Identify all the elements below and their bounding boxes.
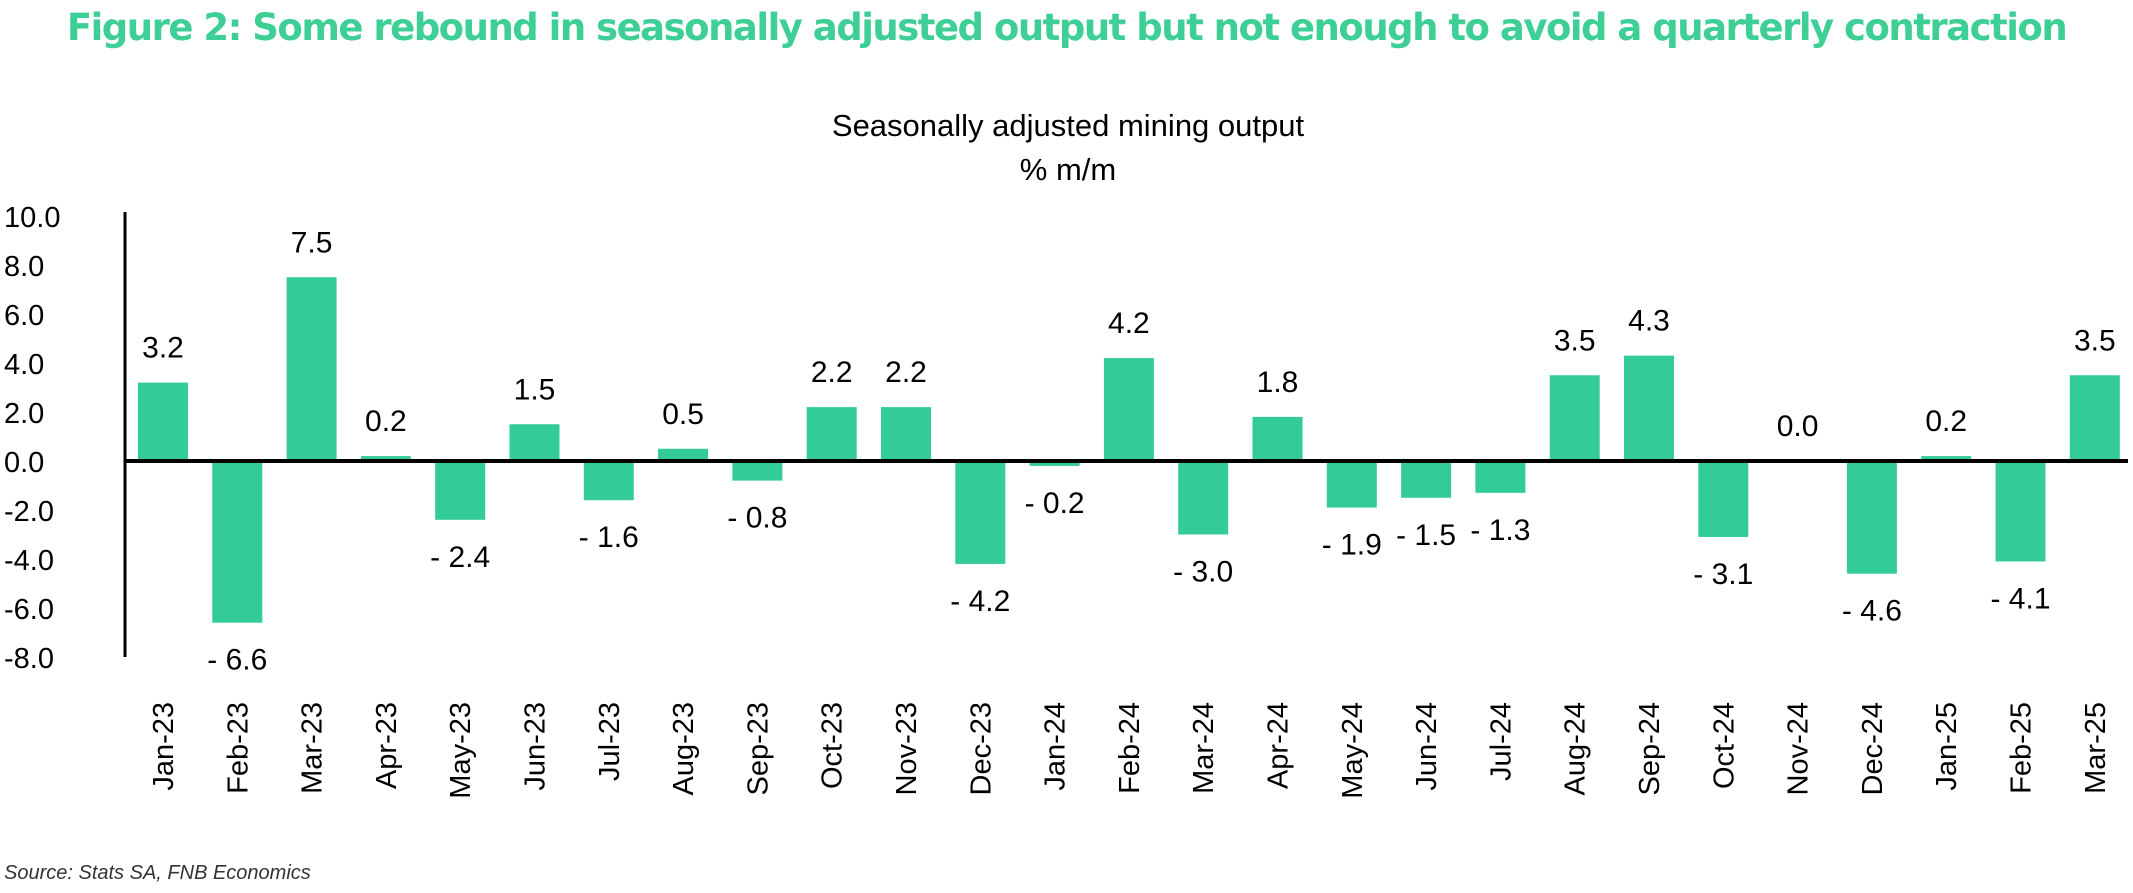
y-tick-label: 4.0 [4,349,44,381]
x-tick-label: Mar-24 [1188,702,1220,794]
x-tick-label: Aug-24 [1560,702,1592,796]
data-label: - 4.6 [1842,595,1902,628]
bars [138,277,2120,623]
bar [881,407,931,461]
x-tick-label: Jan-23 [148,702,180,791]
x-tick-label: Nov-24 [1783,702,1815,796]
bar [1549,375,1600,461]
data-label: 2.2 [885,356,927,389]
bar [1103,358,1154,461]
bar [1846,461,1897,574]
data-label: 3.2 [142,332,184,365]
data-label: 3.5 [1554,324,1596,357]
y-tick-label: 8.0 [4,251,44,283]
bar [583,461,634,501]
x-tick-label: Feb-24 [1114,702,1146,794]
data-labels: 3.2 - 6.6 7.5 0.2 - 2.4 1.5 - 1.6 0.5 - 0.8 2.2 2.… [142,226,2116,676]
bar [1326,461,1377,508]
figure-title: Figure 2: Some rebound in seasonally adj… [66,6,2068,49]
x-tick-label: Feb-23 [222,702,254,794]
x-tick-label: Feb-25 [2006,702,2038,794]
x-tick-label: Oct-23 [817,702,849,789]
data-label: - 1.9 [1322,529,1382,562]
x-tick-label: Jul-23 [594,702,626,781]
bar [658,448,709,461]
chart-title: Seasonally adjusted mining output [832,108,1305,143]
bar [732,461,783,481]
bar [1029,461,1080,466]
chart-subtitle: % m/m [1020,152,1116,187]
bar [1624,355,1674,461]
x-tick-label: Mar-25 [2080,702,2112,794]
data-label: - 4.2 [950,585,1010,618]
x-tick-label: Mar-23 [297,702,329,794]
bar [138,382,188,461]
y-tick-label: 0.0 [4,447,44,479]
data-label: - 0.2 [1025,487,1085,520]
data-label: 2.2 [811,356,853,389]
y-axis-ticks: 10.0 8.0 6.0 4.0 2.0 0.0 -2.0 -4.0 -6.0 -8.0 [4,202,60,675]
data-label: 1.8 [1257,366,1299,399]
data-label: - 6.6 [207,644,267,677]
data-label: - 3.0 [1173,556,1233,589]
x-tick-label: Nov-23 [891,702,923,796]
x-tick-label: Oct-24 [1708,702,1740,789]
bar [1698,461,1749,537]
bar [435,461,486,520]
bar [1401,461,1452,498]
x-tick-label: Dec-23 [965,702,997,796]
x-tick-label: Apr-23 [371,702,403,789]
data-label: - 1.3 [1470,514,1530,547]
y-tick-label: -6.0 [4,594,54,626]
data-label: 4.3 [1628,305,1670,338]
bar [212,461,263,623]
y-tick-label: -4.0 [4,545,54,577]
y-tick-label: 6.0 [4,300,44,332]
data-label: 0.5 [662,398,704,431]
bar [1995,461,2046,562]
data-label: - 2.4 [430,541,490,574]
y-tick-label: 10.0 [4,202,60,234]
bar [1921,456,1972,461]
bar [1178,461,1229,535]
data-label: 3.5 [2074,324,2116,357]
x-tick-label: May-24 [1337,702,1369,799]
x-tick-label: May-23 [445,702,477,799]
x-tick-label: Jul-24 [1485,702,1517,781]
data-label: - 1.6 [579,521,639,554]
data-label: 0.0 [1777,410,1819,443]
bar [1252,416,1303,461]
x-tick-label: Jan-25 [1931,702,1963,791]
data-label: 7.5 [291,226,333,259]
y-tick-label: -8.0 [4,643,54,675]
x-tick-label: Dec-24 [1857,702,1889,796]
x-tick-label: Jun-24 [1411,702,1443,791]
x-tick-label: Sep-23 [742,702,774,796]
y-tick-label: 2.0 [4,398,44,430]
data-label: - 1.5 [1396,519,1456,552]
bar [955,461,1006,564]
x-tick-label: Apr-24 [1263,702,1295,789]
source-note: Source: Stats SA, FNB Economics [4,862,311,884]
x-tick-label: Aug-23 [668,702,700,796]
data-label: - 4.1 [1990,582,2050,615]
x-tick-label: Jun-23 [520,702,552,791]
y-tick-label: -2.0 [4,496,54,528]
data-label: - 3.1 [1693,558,1753,591]
data-label: 1.5 [514,373,556,406]
bar [509,424,560,461]
data-label: 0.2 [365,405,407,438]
data-label: - 0.8 [727,502,787,535]
data-label: 4.2 [1108,307,1150,340]
bar [806,407,857,461]
bar [2069,375,2120,461]
x-tick-label: Jan-24 [1040,702,1072,791]
data-label: 0.2 [1925,405,1967,438]
x-tick-label: Sep-24 [1634,702,1666,796]
bar [360,456,411,461]
bar [1475,461,1526,493]
bar [286,277,337,461]
x-axis-ticks: Jan-23 Feb-23 Mar-23 Apr-23 May-23 Jun-23 Jul-… [148,702,2112,799]
